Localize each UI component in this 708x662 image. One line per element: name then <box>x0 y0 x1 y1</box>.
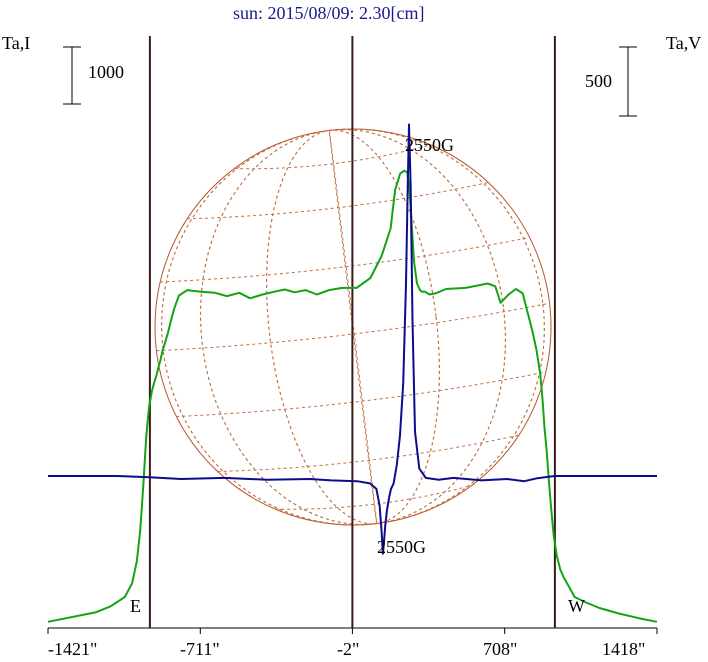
x-tick-label: 708" <box>483 639 518 659</box>
x-tick-label: -711" <box>180 639 220 659</box>
latitude-line <box>160 237 530 283</box>
y-axis-label-left: Ta,I <box>2 33 31 53</box>
latitude-line <box>156 302 550 352</box>
series-lines <box>47 123 658 623</box>
dip-annotation: 2550G <box>377 537 426 557</box>
latitude-line <box>217 434 519 473</box>
series-line-circular <box>48 123 657 555</box>
x-ticks <box>47 628 658 634</box>
series-line-intensity <box>47 169 658 623</box>
x-tick-label: -1421" <box>48 639 98 659</box>
x-tick-label: 1418" <box>602 639 646 659</box>
longitude-line <box>161 128 545 526</box>
chart-title: sun: 2015/08/09: 2.30[cm] <box>233 3 425 23</box>
longitude-line <box>200 129 506 525</box>
y-axis-label-right: Ta,V <box>666 33 702 53</box>
x-tick-label: -2" <box>337 639 360 659</box>
solar-disk-grid <box>154 128 552 526</box>
latitude-line <box>275 484 472 510</box>
scale-bars <box>63 46 637 117</box>
peak-annotation: 2550G <box>405 135 454 155</box>
latitude-line <box>176 371 546 418</box>
limb-label-east: E <box>130 596 141 616</box>
scale-label-right: 500 <box>585 71 612 91</box>
longitude-line <box>266 129 440 525</box>
limb-label-west: W <box>568 596 585 616</box>
latitude-line <box>187 181 489 220</box>
limb-lines <box>148 36 556 628</box>
latitude-line <box>234 144 431 170</box>
scale-label-left: 1000 <box>88 62 124 82</box>
